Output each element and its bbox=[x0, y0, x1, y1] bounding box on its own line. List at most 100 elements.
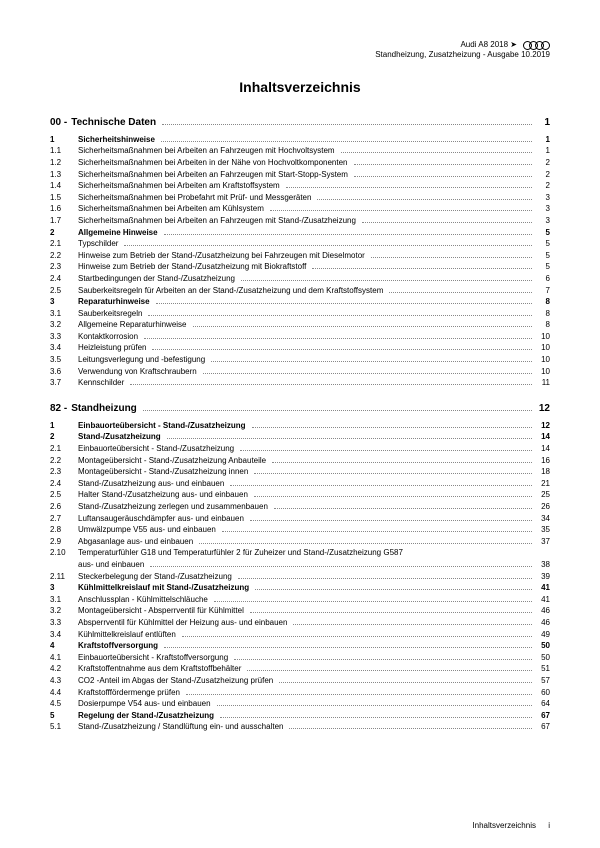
leader-dots bbox=[293, 624, 532, 625]
toc-row: 5.1Stand-/Zusatzheizung / Standlüftung e… bbox=[50, 721, 550, 733]
leader-dots bbox=[162, 124, 532, 125]
toc-label: Stand-/Zusatzheizung aus- und einbauen bbox=[78, 478, 228, 490]
toc-number: 2.9 bbox=[50, 536, 78, 548]
toc-label: Regelung der Stand-/Zusatzheizung bbox=[78, 710, 218, 722]
toc-row: 2.9Abgasanlage aus- und einbauen37 bbox=[50, 536, 550, 548]
toc-page: 35 bbox=[534, 524, 550, 536]
toc-row: 3.2Montageübersicht - Absperrventil für … bbox=[50, 605, 550, 617]
toc-row: 2Stand-/Zusatzheizung14 bbox=[50, 431, 550, 443]
leader-dots bbox=[362, 222, 532, 223]
toc-number: 3.4 bbox=[50, 629, 78, 641]
toc-label: Heizleistung prüfen bbox=[78, 342, 150, 354]
toc-number: 2.4 bbox=[50, 478, 78, 490]
toc-page: 5 bbox=[534, 250, 550, 262]
leader-dots bbox=[289, 728, 532, 729]
toc-row: 4.5Dosierpumpe V54 aus- und einbauen64 bbox=[50, 698, 550, 710]
toc-label: Temperaturfühler G18 und Temperaturfühle… bbox=[78, 547, 407, 559]
toc-label: Einbauorteübersicht - Stand-/Zusatzheizu… bbox=[78, 420, 250, 432]
toc-label: Stand-/Zusatzheizung / Standlüftung ein-… bbox=[78, 721, 287, 733]
leader-dots bbox=[164, 647, 532, 648]
leader-dots bbox=[182, 636, 532, 637]
toc-label: Sicherheitshinweise bbox=[78, 134, 159, 146]
toc-number: 2.4 bbox=[50, 273, 78, 285]
section-heading: 82 -Standheizung12 bbox=[50, 403, 550, 414]
leader-dots bbox=[317, 199, 532, 200]
section-number: 00 - bbox=[50, 117, 67, 128]
toc-page: 38 bbox=[534, 559, 550, 571]
toc-number: 3.1 bbox=[50, 594, 78, 606]
toc-row: 3Reparaturhinweise8 bbox=[50, 296, 550, 308]
toc-page: 5 bbox=[534, 238, 550, 250]
leader-dots bbox=[164, 234, 532, 235]
audi-logo-icon bbox=[523, 41, 550, 50]
toc-page: 8 bbox=[534, 319, 550, 331]
toc-label: Sicherheitsmaßnahmen bei Arbeiten am Kra… bbox=[78, 180, 284, 192]
toc-label: Montageübersicht - Stand-/Zusatzheizung … bbox=[78, 466, 252, 478]
leader-dots bbox=[371, 257, 532, 258]
toc-row: 2.2Montageübersicht - Stand-/Zusatzheizu… bbox=[50, 455, 550, 467]
toc-row: 2.10Temperaturfühler G18 und Temperaturf… bbox=[50, 547, 550, 559]
toc-page: 26 bbox=[534, 501, 550, 513]
leader-dots bbox=[279, 682, 532, 683]
toc-page: 50 bbox=[534, 652, 550, 664]
toc-row: 4.3CO2 -Anteil im Abgas der Stand-/Zusat… bbox=[50, 675, 550, 687]
toc-label: Halter Stand-/Zusatzheizung aus- und ein… bbox=[78, 489, 252, 501]
toc-page: 3 bbox=[534, 203, 550, 215]
toc-row: 1.1Sicherheitsmaßnahmen bei Arbeiten an … bbox=[50, 145, 550, 157]
toc-label: Sicherheitsmaßnahmen bei Arbeiten am Küh… bbox=[78, 203, 268, 215]
toc-page: 14 bbox=[534, 443, 550, 455]
toc-row: 3.5Leitungsverlegung und -befestigung10 bbox=[50, 354, 550, 366]
toc-number: 2.3 bbox=[50, 261, 78, 273]
toc-number: 1.1 bbox=[50, 145, 78, 157]
toc-label: Startbedingungen der Stand-/Zusatzheizun… bbox=[78, 273, 239, 285]
toc-label: Luftansaugeräuschdämpfer aus- und einbau… bbox=[78, 513, 248, 525]
toc-number: 1.6 bbox=[50, 203, 78, 215]
toc-number: 1.5 bbox=[50, 192, 78, 204]
toc-label: Sicherheitsmaßnahmen bei Arbeiten an Fah… bbox=[78, 145, 339, 157]
toc-page: 39 bbox=[534, 571, 550, 583]
toc-label: Reparaturhinweise bbox=[78, 296, 154, 308]
toc-page: 1 bbox=[534, 134, 550, 146]
leader-dots bbox=[254, 473, 532, 474]
toc-number: 1.4 bbox=[50, 180, 78, 192]
leader-dots bbox=[220, 717, 532, 718]
toc-row: 1Einbauorteübersicht - Stand-/Zusatzheiz… bbox=[50, 420, 550, 432]
toc-row: 2.7Luftansaugeräuschdämpfer aus- und ein… bbox=[50, 513, 550, 525]
toc-number: 4.2 bbox=[50, 663, 78, 675]
toc-label: Montageübersicht - Stand-/Zusatzheizung … bbox=[78, 455, 270, 467]
leader-dots bbox=[272, 462, 532, 463]
toc-label: Sauberkeitsregeln bbox=[78, 308, 146, 320]
toc-page: 57 bbox=[534, 675, 550, 687]
toc-page: 1 bbox=[534, 145, 550, 157]
leader-dots bbox=[250, 520, 532, 521]
leader-dots bbox=[148, 315, 532, 316]
page-title: Inhaltsverzeichnis bbox=[50, 79, 550, 95]
leader-dots bbox=[389, 292, 532, 293]
toc-label: Allgemeine Reparaturhinweise bbox=[78, 319, 191, 331]
toc-page: 3 bbox=[534, 192, 550, 204]
leader-dots bbox=[354, 164, 533, 165]
leader-dots bbox=[252, 427, 532, 428]
toc-label: Absperrventil für Kühlmittel der Heizung… bbox=[78, 617, 291, 629]
leader-dots bbox=[152, 349, 532, 350]
toc-page: 60 bbox=[534, 687, 550, 699]
toc-page: 2 bbox=[534, 180, 550, 192]
toc-page: 25 bbox=[534, 489, 550, 501]
toc-number: 3.6 bbox=[50, 366, 78, 378]
footer-page: i bbox=[548, 821, 550, 830]
toc-label: Stand-/Zusatzheizung zerlegen und zusamm… bbox=[78, 501, 272, 513]
leader-dots bbox=[143, 410, 532, 411]
toc-row: 5Regelung der Stand-/Zusatzheizung67 bbox=[50, 710, 550, 722]
toc-row: 3.4Heizleistung prüfen10 bbox=[50, 342, 550, 354]
toc-page: 16 bbox=[534, 455, 550, 467]
toc-number: 2.11 bbox=[50, 571, 78, 583]
toc-page: 10 bbox=[534, 366, 550, 378]
toc-label: Hinweise zum Betrieb der Stand-/Zusatzhe… bbox=[78, 250, 369, 262]
toc-page: 10 bbox=[534, 342, 550, 354]
toc-label: Sicherheitsmaßnahmen bei Arbeiten an Fah… bbox=[78, 169, 352, 181]
toc-number: 2 bbox=[50, 227, 78, 239]
toc-number: 2.8 bbox=[50, 524, 78, 536]
toc-number: 2.3 bbox=[50, 466, 78, 478]
leader-dots bbox=[150, 566, 532, 567]
toc-number: 2.6 bbox=[50, 501, 78, 513]
